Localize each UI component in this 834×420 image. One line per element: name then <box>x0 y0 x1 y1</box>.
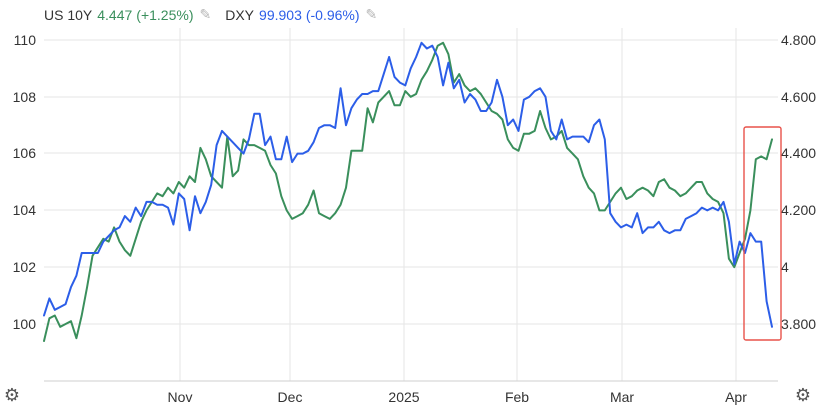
x-tick-label: Apr <box>725 389 747 405</box>
x-tick-label: Feb <box>505 389 529 405</box>
y-left-tick-label: 108 <box>13 89 37 105</box>
legend-dxy-name[interactable]: DXY <box>225 6 255 23</box>
dxy-series-line <box>43 41 773 328</box>
y-right-tick-label: 4.800 <box>781 32 816 48</box>
grid-lines <box>44 28 778 381</box>
y-left-tick-label: 102 <box>13 259 37 275</box>
gear-icon[interactable]: ⚙ <box>794 385 812 406</box>
axis-tick-labels: 100 102 104 106 108 110 3.800 4 4.200 4.400 4.600 4… <box>13 32 817 405</box>
y-left-tick-label: 100 <box>13 316 37 332</box>
y-left-tick-label: 106 <box>13 145 37 161</box>
y-right-tick-label: 4 <box>781 259 789 275</box>
x-tick-label: Nov <box>168 389 193 405</box>
legend-us10y-name[interactable]: US 10Y <box>44 6 93 23</box>
legend-dxy-change: (-0.96%) <box>305 6 360 23</box>
y-left-tick-label: 104 <box>13 202 37 218</box>
y-right-tick-label: 4.600 <box>781 89 816 105</box>
series-lines <box>43 41 773 342</box>
y-left-tick-label: 110 <box>14 32 37 48</box>
y-right-tick-label: 4.400 <box>781 145 816 161</box>
chart-legend: US 10Y 4.447 (+1.25%) ✎ DXY 99.903 (-0.9… <box>44 6 391 23</box>
pencil-icon[interactable]: ✎ <box>199 6 212 22</box>
highlight-box <box>743 126 782 341</box>
legend-dxy-value: 99.903 <box>259 6 302 23</box>
legend-us10y-value: 4.447 <box>97 6 133 23</box>
us10y-series-line <box>43 41 773 342</box>
gear-icon[interactable]: ⚙ <box>3 385 21 406</box>
x-tick-label: Mar <box>610 389 634 405</box>
x-tick-label: 2025 <box>388 389 419 405</box>
legend-us10y-change: (+1.25%) <box>136 6 194 23</box>
y-right-tick-label: 4.200 <box>781 202 816 218</box>
y-right-tick-label: 3.800 <box>781 316 816 332</box>
pencil-icon[interactable]: ✎ <box>365 6 378 22</box>
x-tick-label: Dec <box>278 389 303 405</box>
